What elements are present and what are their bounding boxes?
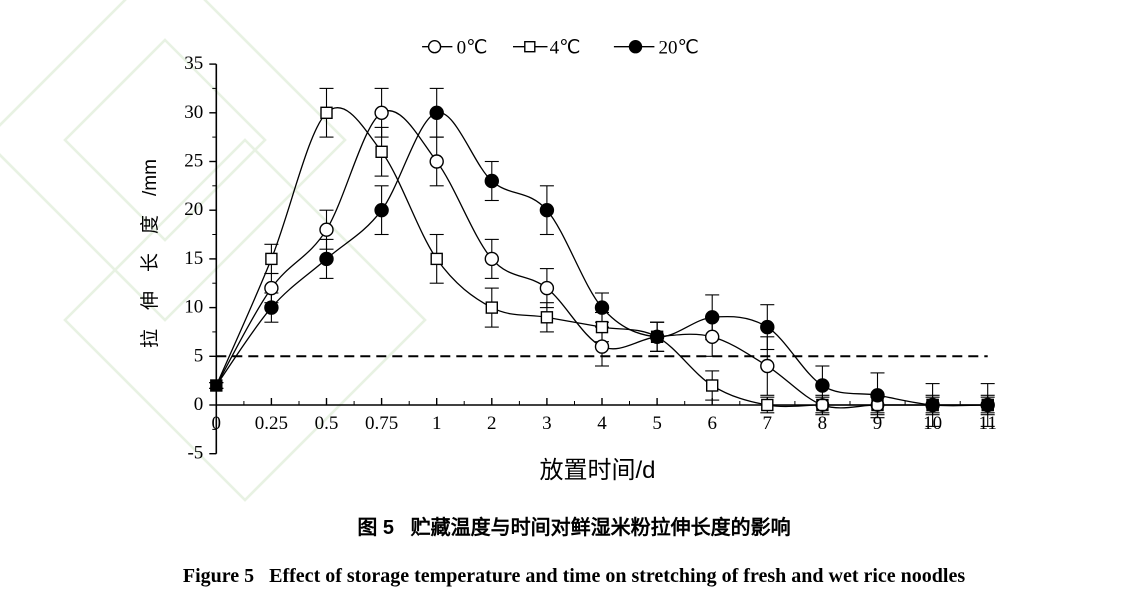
svg-text:20: 20 [184,199,203,220]
svg-text:4℃: 4℃ [550,38,581,59]
svg-text:8: 8 [818,413,828,434]
svg-text:2: 2 [487,413,497,434]
svg-text:15: 15 [184,248,203,269]
svg-text:35: 35 [184,53,203,74]
svg-text:0.5: 0.5 [315,413,339,434]
svg-text:6: 6 [707,413,717,434]
svg-text:25: 25 [184,151,203,172]
svg-text:5: 5 [652,413,662,434]
svg-text:0: 0 [194,394,204,415]
svg-text:20℃: 20℃ [659,38,699,59]
svg-text:30: 30 [184,102,203,123]
svg-text:7: 7 [763,413,773,434]
svg-text:-5: -5 [187,443,203,464]
svg-text:3: 3 [542,413,552,434]
svg-text:5: 5 [194,345,204,366]
svg-text:0: 0 [212,413,222,434]
svg-text:0℃: 0℃ [457,38,488,59]
svg-text:1: 1 [432,413,442,434]
svg-text:10: 10 [184,297,203,318]
svg-text:0.75: 0.75 [365,413,398,434]
svg-text:4: 4 [597,413,607,434]
svg-text:0.25: 0.25 [255,413,288,434]
